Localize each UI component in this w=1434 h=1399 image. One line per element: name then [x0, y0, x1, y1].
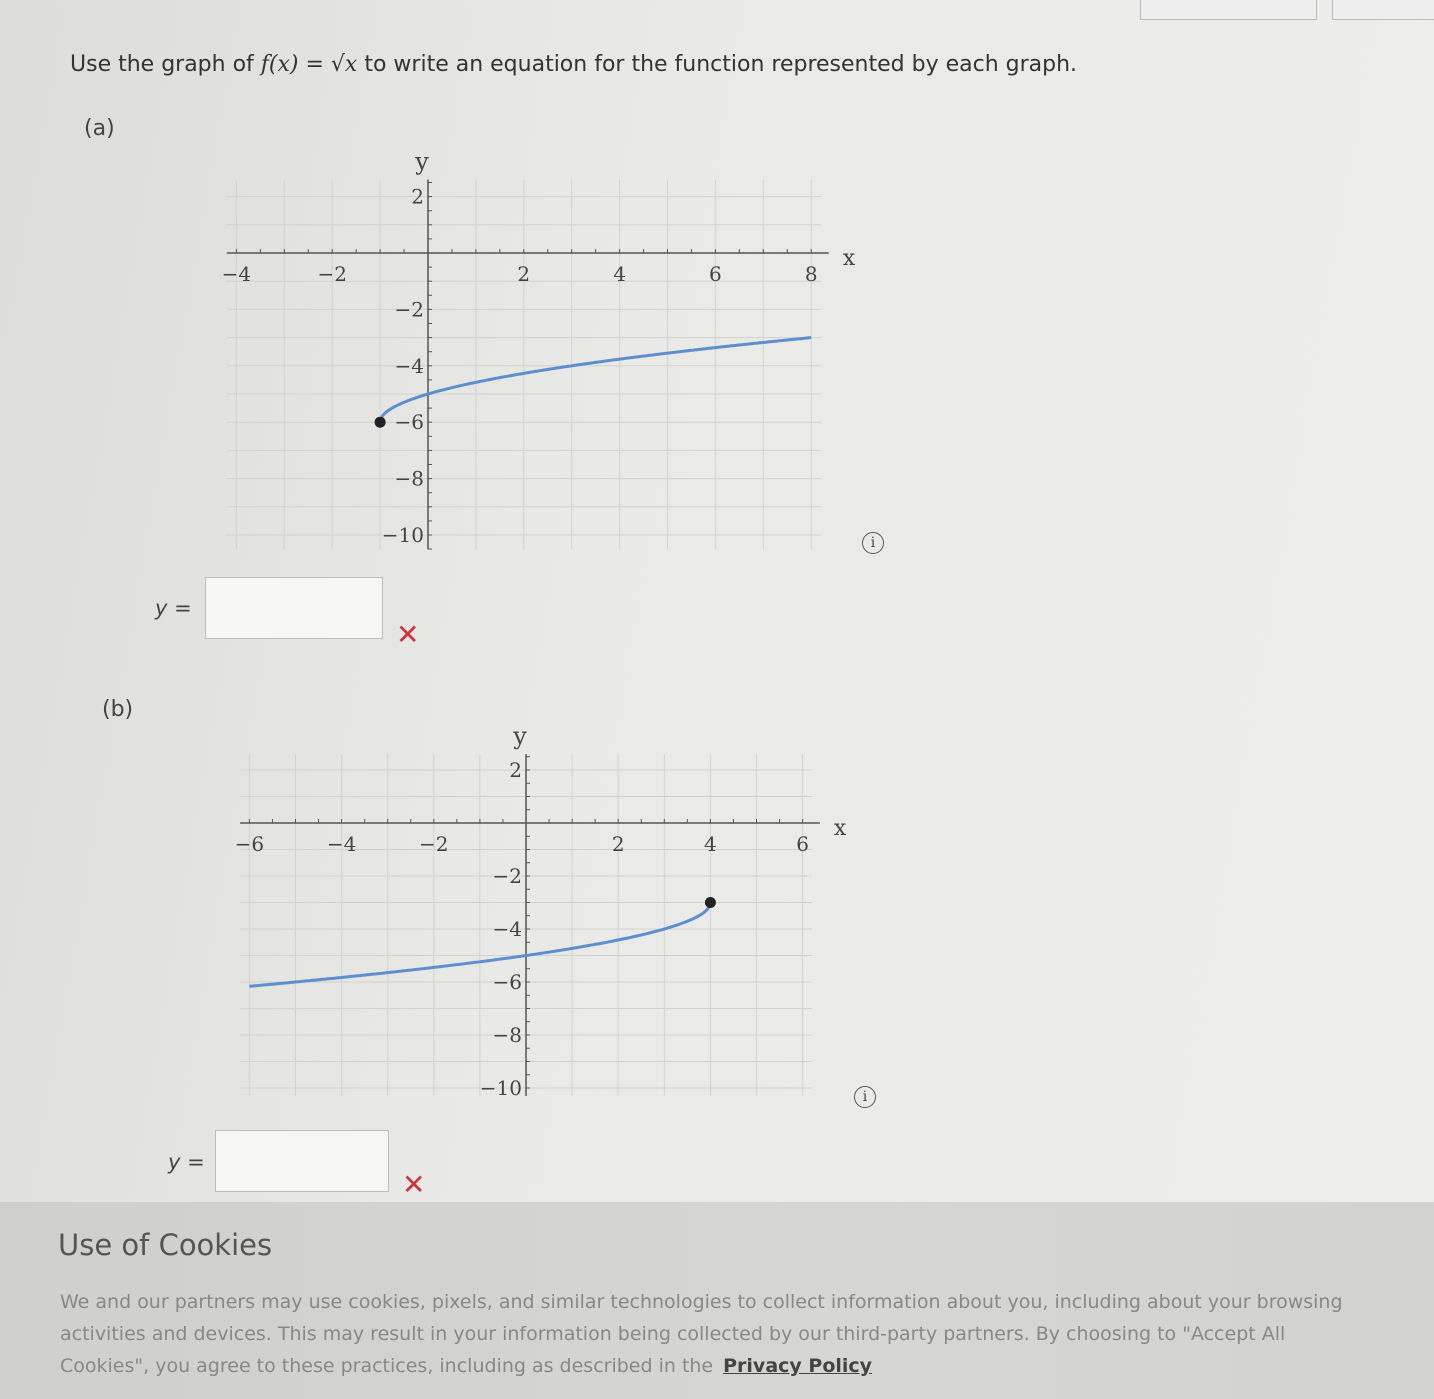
- x-tick-label: 8: [805, 262, 818, 286]
- graph-a: −4 −2 2 4 6 8 2 −2 −4 −6 −8 −10 x y: [222, 148, 856, 550]
- incorrect-x-icon: ✕: [396, 618, 420, 651]
- x-axis-label: x: [834, 816, 847, 841]
- cookie-text: We and our partners may use cookies, pix…: [60, 1286, 1360, 1382]
- x-tick-label: −2: [419, 832, 448, 856]
- x-tick-label: −4: [222, 262, 251, 286]
- x-tick-label: −2: [317, 262, 346, 286]
- y-axis-label: y: [414, 148, 429, 176]
- y-axis-label: y: [512, 722, 527, 750]
- answer-a-input[interactable]: [205, 577, 383, 639]
- y-tick-label: 2: [509, 758, 522, 782]
- y-tick-label: −2: [493, 864, 522, 888]
- x-tick-label: 2: [612, 832, 625, 856]
- function-curve: [249, 901, 712, 988]
- privacy-policy-link[interactable]: Privacy Policy: [723, 1355, 873, 1377]
- cookie-banner: Use of Cookies We and our partners may u…: [0, 1202, 1434, 1399]
- y-tick-label: −6: [493, 970, 522, 994]
- x-tick-label: 6: [709, 262, 722, 286]
- cookie-body: We and our partners may use cookies, pix…: [60, 1291, 1343, 1377]
- y-tick-label: −8: [493, 1023, 522, 1047]
- function-expression: f(x) = √x: [260, 52, 358, 77]
- function-curve: [378, 336, 812, 423]
- question-suffix: to write an equation for the function re…: [357, 52, 1078, 77]
- top-button-1[interactable]: [1140, 0, 1317, 20]
- y-tick-label: −2: [395, 297, 424, 321]
- y-tick-label: −4: [493, 917, 522, 941]
- y-tick-label: 2: [411, 185, 424, 209]
- y-tick-label: −10: [480, 1076, 522, 1100]
- x-tick-label: 6: [796, 832, 809, 856]
- incorrect-x-icon: ✕: [402, 1168, 426, 1201]
- x-tick-label: 4: [613, 262, 626, 286]
- part-a-label: (a): [84, 116, 115, 141]
- info-icon[interactable]: i: [862, 532, 884, 554]
- x-axis-label: x: [843, 246, 856, 271]
- question-prefix: Use the graph of: [70, 52, 261, 77]
- endpoint-dot: [704, 897, 716, 908]
- y-tick-label: −8: [395, 467, 424, 491]
- answer-b-label: y =: [168, 1150, 205, 1174]
- question-text: Use the graph of f(x) = √x to write an e…: [70, 52, 1077, 77]
- graph-b: −6 −4 −2 2 4 6 2 −2 −4 −6 −8 −10 x y: [235, 722, 847, 1100]
- answer-a-label: y =: [155, 596, 192, 620]
- cookie-title: Use of Cookies: [58, 1228, 273, 1262]
- endpoint-dot: [374, 416, 386, 428]
- part-b-label: (b): [102, 697, 134, 722]
- x-tick-label: 2: [517, 262, 530, 286]
- x-tick-label: 4: [704, 832, 717, 856]
- answer-b-input[interactable]: [215, 1130, 389, 1192]
- y-tick-label: −10: [382, 523, 424, 547]
- x-tick-label: −4: [327, 832, 356, 856]
- y-tick-label: −6: [395, 410, 424, 434]
- y-tick-label: −4: [395, 354, 424, 378]
- x-tick-label: −6: [235, 832, 264, 856]
- top-button-2[interactable]: [1332, 0, 1434, 20]
- info-icon[interactable]: i: [854, 1086, 876, 1108]
